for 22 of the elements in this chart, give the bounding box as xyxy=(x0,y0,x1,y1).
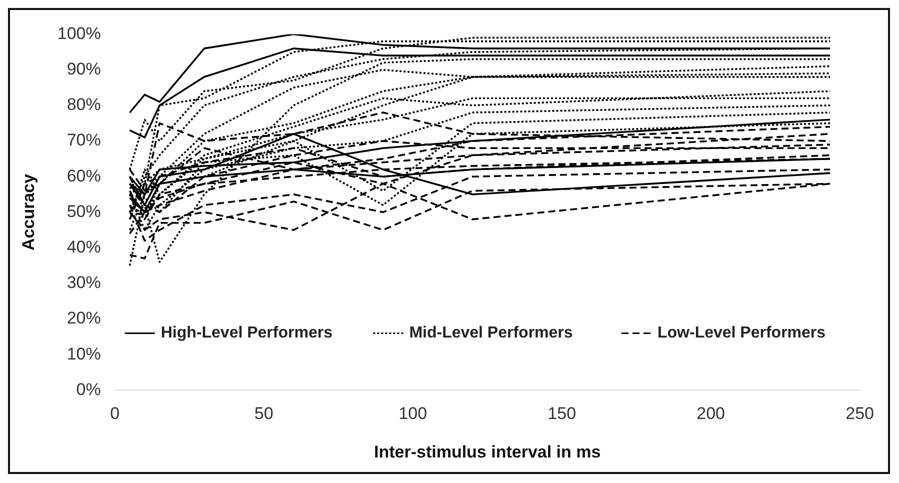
y-tick-label: 60% xyxy=(66,166,101,186)
x-tick-label: 200 xyxy=(696,404,726,424)
y-tick-label: 90% xyxy=(66,59,101,78)
y-tick-label: 0% xyxy=(76,380,101,399)
y-tick-label: 10% xyxy=(66,344,101,364)
y-tick-label: 70% xyxy=(66,130,101,150)
y-tick-label: 30% xyxy=(66,273,101,292)
x-tick-label: 100 xyxy=(398,404,428,424)
x-tick-label: 250 xyxy=(846,404,874,424)
legend-label: Low-Level Performers xyxy=(658,324,826,342)
x-tick-label: 0 xyxy=(110,404,120,424)
y-axis-title: Accuracy xyxy=(18,173,38,250)
x-tick-label: 50 xyxy=(254,404,274,424)
y-tick-label: 40% xyxy=(66,237,101,256)
x-axis-title: Inter-stimulus interval in ms xyxy=(374,442,601,462)
legend-label: High-Level Performers xyxy=(160,324,333,342)
y-tick-label: 20% xyxy=(66,308,101,328)
legend-label: Mid-Level Performers xyxy=(409,324,573,342)
x-tick-label: 150 xyxy=(548,404,576,424)
y-tick-label: 80% xyxy=(66,95,101,114)
y-tick-label: 100% xyxy=(57,24,101,43)
y-tick-label: 50% xyxy=(66,202,101,221)
